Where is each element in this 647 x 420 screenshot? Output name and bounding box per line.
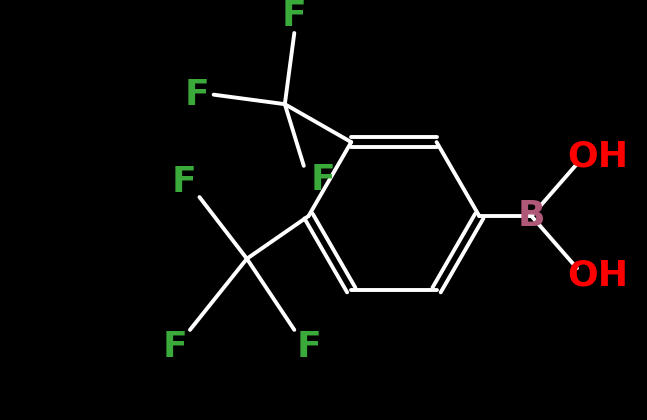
Text: F: F (311, 163, 335, 197)
Text: OH: OH (567, 259, 628, 293)
Text: F: F (282, 0, 307, 33)
Text: F: F (162, 330, 187, 364)
Text: OH: OH (567, 139, 628, 173)
Text: F: F (172, 165, 197, 199)
Text: B: B (518, 199, 545, 233)
Text: F: F (184, 78, 209, 112)
Text: F: F (297, 330, 322, 364)
